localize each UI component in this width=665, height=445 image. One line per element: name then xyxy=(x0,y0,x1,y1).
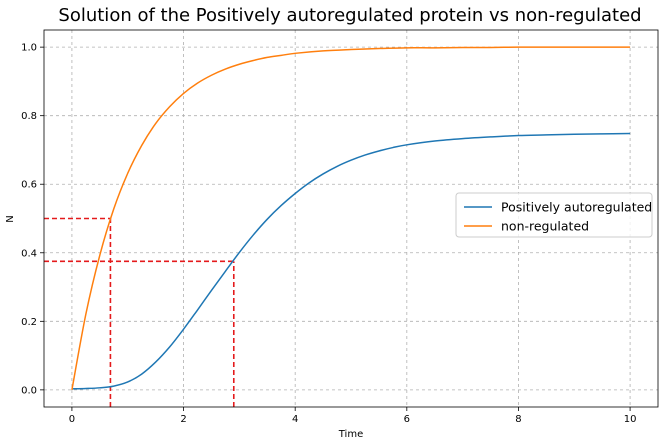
y-tick-label: 1.0 xyxy=(21,43,37,54)
reference-lines xyxy=(44,217,235,407)
series-lines xyxy=(71,46,631,390)
y-tick-label: 0.6 xyxy=(21,180,37,191)
legend: Positively autoregulated non-regulated xyxy=(455,192,653,238)
legend-box xyxy=(455,192,653,238)
y-axis: 0.0 0.2 0.4 0.6 0.8 1.0 xyxy=(21,43,44,396)
x-axis: 0 2 4 6 8 10 xyxy=(69,407,637,425)
legend-label: Positively autoregulated xyxy=(501,200,652,215)
legend-label: non-regulated xyxy=(501,219,589,234)
y-axis-label: N xyxy=(5,215,16,222)
chart-title: Solution of the Positively autoregulated… xyxy=(58,5,641,26)
x-tick-label: 8 xyxy=(515,414,521,425)
x-tick-label: 4 xyxy=(292,414,298,425)
x-axis-label: Time xyxy=(338,429,363,440)
x-tick-label: 0 xyxy=(69,414,75,425)
series-line-1 xyxy=(71,46,631,390)
y-tick-label: 0.4 xyxy=(21,248,37,259)
x-tick-label: 10 xyxy=(624,414,637,425)
x-tick-label: 2 xyxy=(180,414,186,425)
plot-frame xyxy=(43,29,659,408)
y-tick-label: 0.0 xyxy=(21,385,37,396)
x-tick-label: 6 xyxy=(404,414,410,425)
y-tick-label: 0.2 xyxy=(21,317,37,328)
y-tick-label: 0.8 xyxy=(21,111,37,122)
series-line-0 xyxy=(71,132,631,390)
